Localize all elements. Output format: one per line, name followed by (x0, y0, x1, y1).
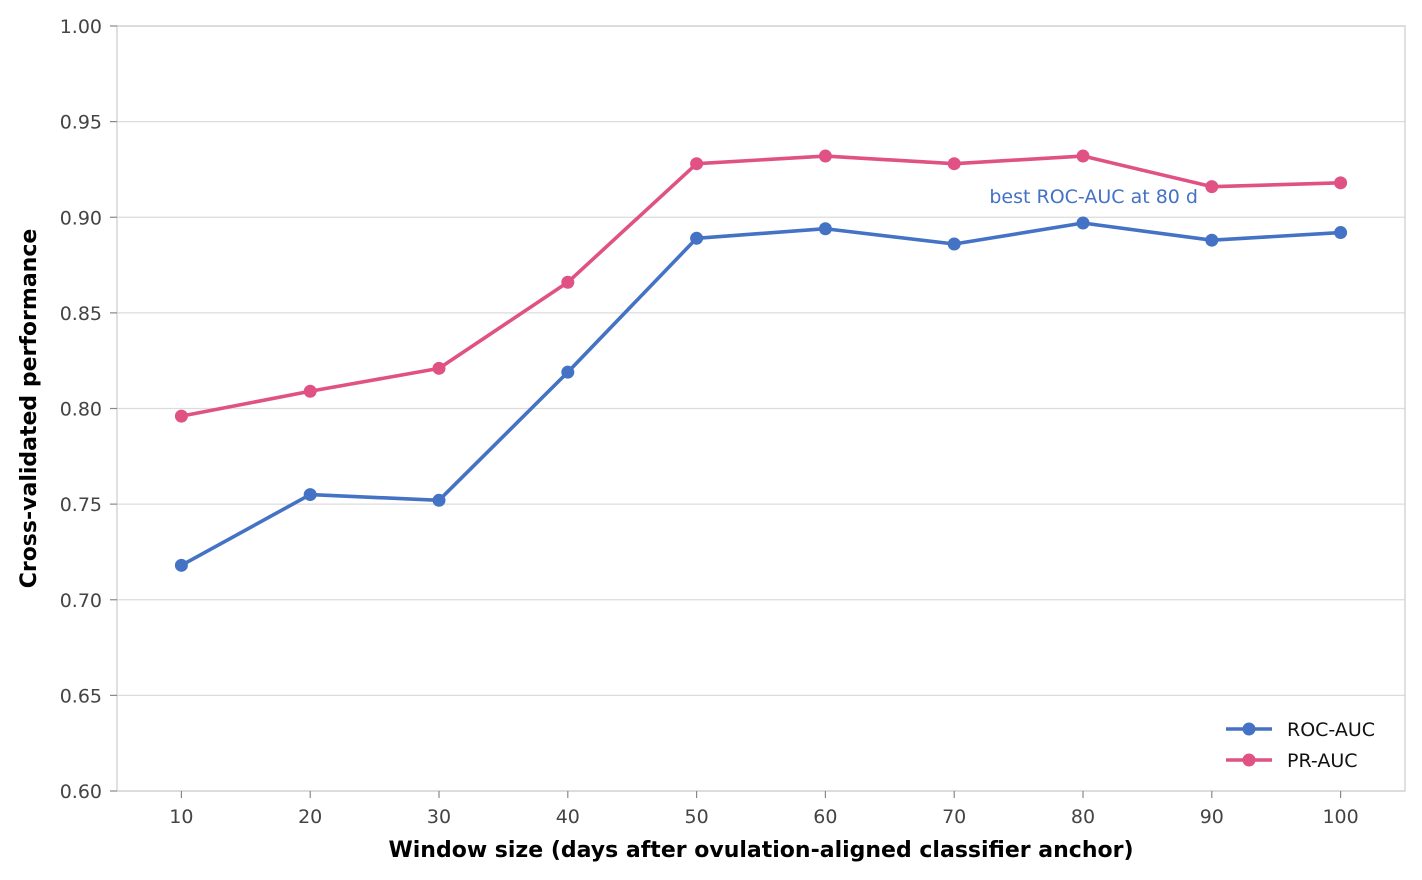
y-axis-ticks: 0.60 0.65 0.70 0.75 0.80 0.85 0.90 0.95 1.00 (60, 16, 117, 803)
data-point (561, 365, 575, 379)
data-point (303, 488, 317, 502)
data-point (432, 493, 446, 507)
x-tick-label: 100 (1322, 806, 1358, 828)
series-line (179, 221, 1343, 568)
data-point (690, 157, 704, 171)
data-point (561, 275, 575, 289)
x-tick-label: 30 (427, 806, 451, 828)
data-point (1076, 216, 1090, 230)
series-pr-auc (174, 149, 1348, 423)
y-tick-label: 0.75 (60, 494, 102, 516)
data-point (1205, 180, 1219, 194)
y-tick-label: 0.85 (60, 303, 102, 325)
y-tick-label: 0.95 (60, 112, 102, 134)
data-point (1334, 226, 1348, 240)
data-point (174, 558, 188, 572)
x-tick-label: 70 (942, 806, 966, 828)
x-tick-label: 40 (556, 806, 580, 828)
x-tick-label: 10 (169, 806, 193, 828)
x-tick-label: 80 (1071, 806, 1095, 828)
data-point (690, 231, 704, 245)
y-tick-label: 0.65 (60, 685, 102, 707)
legend-label: PR-AUC (1287, 750, 1358, 772)
data-point (174, 409, 188, 423)
x-tick-label: 60 (813, 806, 837, 828)
legend-item: PR-AUC (1226, 750, 1358, 772)
y-tick-label: 0.90 (60, 207, 102, 229)
series-line (179, 154, 1343, 418)
data-point (1076, 149, 1090, 163)
annotations: best ROC-AUC at 80 d (989, 186, 1198, 208)
data-point (1334, 176, 1348, 190)
data-point (432, 361, 446, 375)
series-roc-auc (174, 216, 1348, 572)
legend-swatch-marker (1242, 753, 1256, 767)
x-tick-label: 90 (1200, 806, 1224, 828)
series-lines (174, 149, 1348, 572)
legend-swatch-marker (1242, 722, 1256, 736)
legend-label: ROC-AUC (1287, 719, 1375, 741)
y-tick-label: 0.60 (60, 781, 102, 803)
data-point (303, 384, 317, 398)
y-axis-title: Cross-validated performance (17, 229, 42, 589)
legend: ROC-AUC PR-AUC (1226, 719, 1375, 772)
legend-item: ROC-AUC (1226, 719, 1375, 741)
annotation-label: best ROC-AUC at 80 d (989, 186, 1198, 208)
gridlines (117, 25, 1405, 792)
data-point (818, 149, 832, 163)
data-point (818, 222, 832, 236)
data-point (947, 237, 961, 251)
x-axis-title: Window size (days after ovulation-aligne… (388, 838, 1133, 863)
y-tick-label: 0.80 (60, 399, 102, 421)
x-tick-label: 20 (298, 806, 322, 828)
data-point (1205, 233, 1219, 247)
x-axis-ticks: 10 20 30 40 50 60 70 80 90 100 (169, 791, 1359, 828)
x-tick-label: 50 (685, 806, 709, 828)
data-point (947, 157, 961, 171)
y-tick-label: 0.70 (60, 590, 102, 612)
y-tick-label: 1.00 (60, 16, 102, 38)
